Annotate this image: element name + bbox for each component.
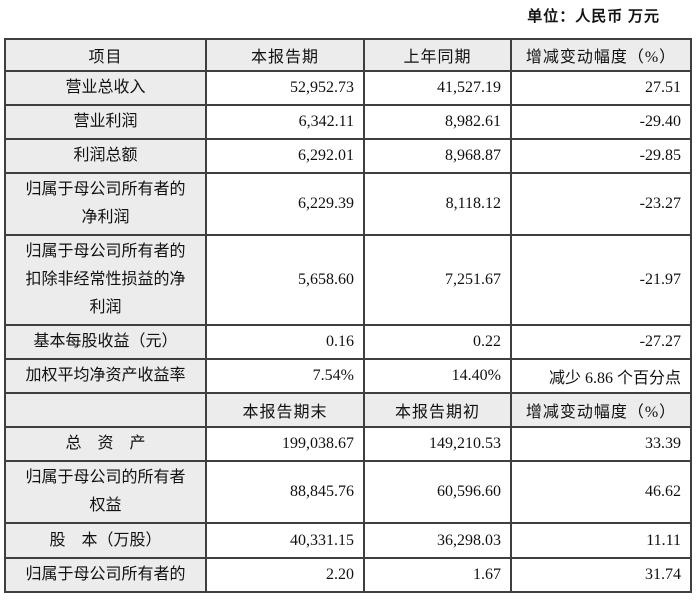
table-body: 项目 本报告期 上年同期 增减变动幅度（%） 营业总收入 52,952.73 41,527.… bbox=[4, 38, 692, 593]
value-cell: 41,527.19 bbox=[363, 70, 512, 106]
value-cell: 60,596.60 bbox=[363, 460, 512, 524]
value-cell: 14.40% bbox=[363, 358, 512, 394]
table-row: 加权平均净资产收益率 7.54% 14.40% 减少 6.86 个百分点 bbox=[4, 358, 692, 394]
value-cell: 8,118.12 bbox=[363, 172, 512, 236]
value-cell: 52,952.73 bbox=[205, 70, 365, 106]
column-header bbox=[4, 392, 207, 428]
item-cell: 营业总收入 bbox=[4, 70, 207, 106]
table-row: 营业总收入 52,952.73 41,527.19 27.51 bbox=[4, 70, 692, 106]
value-cell: 2.20 bbox=[205, 557, 365, 593]
value-cell: 7,251.67 bbox=[363, 234, 512, 326]
item-cell: 总 资 产 bbox=[4, 426, 207, 462]
value-cell: 27.51 bbox=[510, 70, 692, 106]
value-cell: 5,658.60 bbox=[205, 234, 365, 326]
financial-summary-table: 项目 本报告期 上年同期 增减变动幅度（%） 营业总收入 52,952.73 41,527.… bbox=[4, 38, 692, 593]
value-cell: -21.97 bbox=[510, 234, 692, 326]
value-cell: 8,982.61 bbox=[363, 104, 512, 140]
item-cell: 加权平均净资产收益率 bbox=[4, 358, 207, 394]
column-header: 增减变动幅度（%） bbox=[510, 38, 692, 72]
item-cell: 归属于母公司所有者的 bbox=[4, 557, 207, 593]
item-cell: 基本每股收益（元） bbox=[4, 324, 207, 360]
column-header: 上年同期 bbox=[363, 38, 512, 72]
value-cell: 36,298.03 bbox=[363, 522, 512, 559]
value-cell: 199,038.67 bbox=[205, 426, 365, 462]
column-header: 项目 bbox=[4, 38, 207, 72]
table-row: 归属于母公司所有者的 扣除非经常性损益的净 利润 5,658.60 7,251.67… bbox=[4, 234, 692, 326]
value-cell: 6,229.39 bbox=[205, 172, 365, 236]
table-row: 利润总额 6,292.01 8,968.87 -29.85 bbox=[4, 138, 692, 174]
column-header: 本报告期 bbox=[205, 38, 365, 72]
table-row: 总 资 产 199,038.67 149,210.53 33.39 bbox=[4, 426, 692, 462]
value-cell: 88,845.76 bbox=[205, 460, 365, 524]
value-cell: -29.40 bbox=[510, 104, 692, 140]
value-cell: 46.62 bbox=[510, 460, 692, 524]
column-header: 本报告期初 bbox=[363, 392, 512, 428]
item-cell: 利润总额 bbox=[4, 138, 207, 174]
table-row: 基本每股收益（元） 0.16 0.22 -27.27 bbox=[4, 324, 692, 360]
column-header: 增减变动幅度（%） bbox=[510, 392, 692, 428]
value-cell: 11.11 bbox=[510, 522, 692, 559]
value-cell: 0.22 bbox=[363, 324, 512, 360]
item-cell: 归属于母公司所有者的 净利润 bbox=[4, 172, 207, 236]
table-header-row: 本报告期末 本报告期初 增减变动幅度（%） bbox=[4, 392, 692, 428]
value-cell: -27.27 bbox=[510, 324, 692, 360]
unit-label: 单位：人民币 万元 bbox=[527, 9, 660, 25]
table-row: 归属于母公司所有者的 2.20 1.67 31.74 bbox=[4, 557, 692, 593]
value-cell: 149,210.53 bbox=[363, 426, 512, 462]
item-cell: 股 本（万股） bbox=[4, 522, 207, 559]
value-cell: 31.74 bbox=[510, 557, 692, 593]
table-row: 归属于母公司所有者的 净利润 6,229.39 8,118.12 -23.27 bbox=[4, 172, 692, 236]
table-row: 营业利润 6,342.11 8,982.61 -29.40 bbox=[4, 104, 692, 140]
value-cell: 7.54% bbox=[205, 358, 365, 394]
value-cell: 40,331.15 bbox=[205, 522, 365, 559]
value-cell: 0.16 bbox=[205, 324, 365, 360]
item-cell: 营业利润 bbox=[4, 104, 207, 140]
table-header-row: 项目 本报告期 上年同期 增减变动幅度（%） bbox=[4, 38, 692, 72]
value-cell: -29.85 bbox=[510, 138, 692, 174]
value-cell: 33.39 bbox=[510, 426, 692, 462]
table-row: 股 本（万股） 40,331.15 36,298.03 11.11 bbox=[4, 522, 692, 559]
value-cell: 6,292.01 bbox=[205, 138, 365, 174]
value-cell: 6,342.11 bbox=[205, 104, 365, 140]
value-cell: 减少 6.86 个百分点 bbox=[510, 358, 692, 394]
item-cell: 归属于母公司的所有者 权益 bbox=[4, 460, 207, 524]
table-row: 归属于母公司的所有者 权益 88,845.76 60,596.60 46.62 bbox=[4, 460, 692, 524]
item-cell: 归属于母公司所有者的 扣除非经常性损益的净 利润 bbox=[4, 234, 207, 326]
value-cell: 8,968.87 bbox=[363, 138, 512, 174]
column-header: 本报告期末 bbox=[205, 392, 365, 428]
value-cell: 1.67 bbox=[363, 557, 512, 593]
value-cell: -23.27 bbox=[510, 172, 692, 236]
